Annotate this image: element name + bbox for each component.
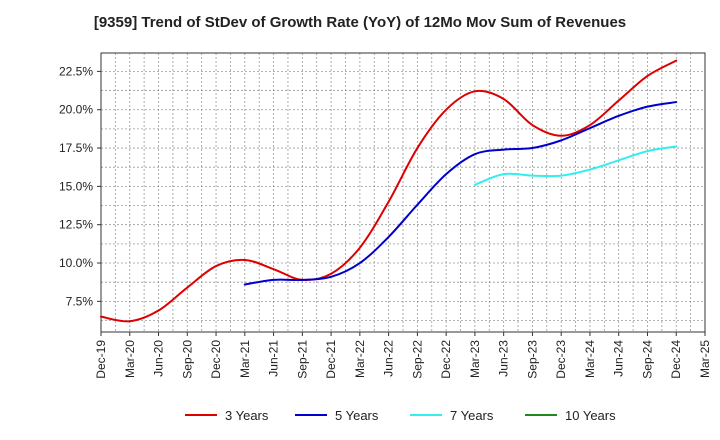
x-tick-label: Jun-21 — [267, 340, 281, 377]
y-tick-label: 10.0% — [59, 256, 93, 270]
x-tick-label: Sep-20 — [180, 340, 194, 379]
x-tick-label: Mar-24 — [583, 340, 597, 378]
x-tick-label: Mar-25 — [698, 340, 712, 378]
series-line-5-years — [243, 101, 678, 286]
plot-frame — [100, 52, 706, 333]
x-tick-label: Jun-22 — [382, 340, 396, 377]
x-tick-label: Dec-20 — [209, 340, 223, 379]
x-tick-label: Dec-21 — [324, 340, 338, 379]
x-tick-label: Sep-22 — [410, 340, 424, 379]
x-tick-label: Dec-23 — [554, 340, 568, 379]
x-tick-label: Sep-24 — [640, 340, 654, 379]
x-tick-label: Jun-20 — [152, 340, 166, 377]
x-tick-label: Jun-24 — [612, 340, 626, 377]
x-tick-label: Mar-23 — [468, 340, 482, 378]
x-tick-label: Mar-20 — [123, 340, 137, 378]
x-tick-label: Jun-23 — [497, 340, 511, 377]
x-tick-label: Sep-21 — [295, 340, 309, 379]
series-line-3-years — [100, 59, 678, 323]
x-tick-label: Mar-21 — [238, 340, 252, 378]
series-line-7-years — [473, 145, 678, 186]
x-tick-label: Dec-19 — [94, 340, 108, 379]
x-tick-label: Mar-22 — [353, 340, 367, 378]
y-tick-label: 20.0% — [59, 103, 93, 117]
y-tick-label: 22.5% — [59, 64, 93, 78]
legend-label-5-years: 5 Years — [335, 408, 379, 423]
x-tick-label: Dec-24 — [669, 340, 683, 379]
y-tick-label: 7.5% — [66, 294, 94, 308]
legend-label-10-years: 10 Years — [565, 408, 616, 423]
y-tick-label: 12.5% — [59, 218, 93, 232]
x-tick-label: Dec-22 — [439, 340, 453, 379]
x-tick-label: Sep-23 — [525, 340, 539, 379]
legend-label-3-years: 3 Years — [225, 408, 269, 423]
y-tick-label: 17.5% — [59, 141, 93, 155]
chart-title: [9359] Trend of StDev of Growth Rate (Yo… — [93, 14, 627, 31]
legend-label-7-years: 7 Years — [450, 408, 494, 423]
y-tick-label: 15.0% — [59, 179, 93, 193]
